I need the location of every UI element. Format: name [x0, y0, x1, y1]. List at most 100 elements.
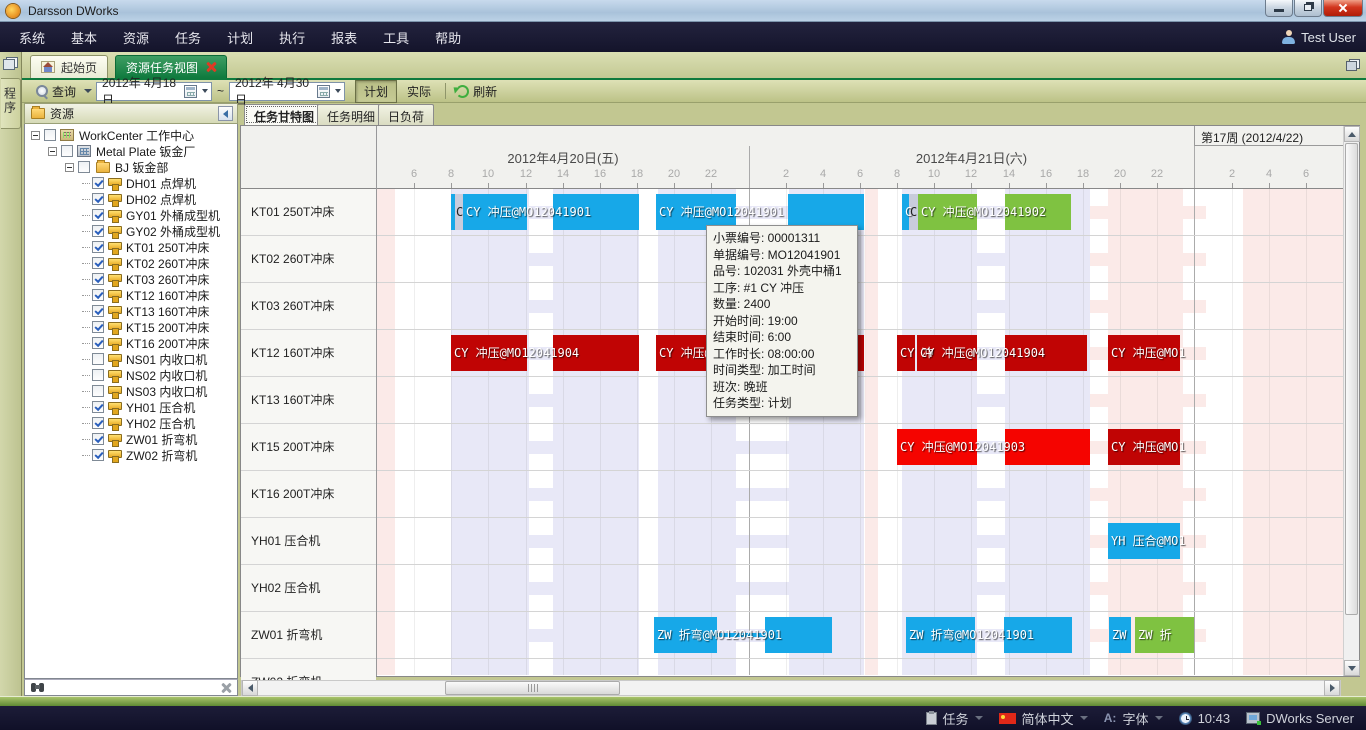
gantt-row-label[interactable]: KT03 260T冲床: [241, 283, 376, 330]
menu-item-计划[interactable]: 计划: [227, 30, 254, 46]
menu-item-工具[interactable]: 工具: [383, 30, 410, 46]
tree-item[interactable]: KT12 160T冲床: [25, 287, 237, 303]
tree-item[interactable]: NS01 内收口机: [25, 351, 237, 367]
gantt-bar[interactable]: [1005, 194, 1071, 230]
gantt-row-label[interactable]: KT12 160T冲床: [241, 330, 376, 377]
find-icon[interactable]: [31, 683, 46, 692]
tree-item[interactable]: KT01 250T冲床: [25, 239, 237, 255]
status-item-flag[interactable]: 简体中文: [998, 709, 1088, 728]
calendar-icon[interactable]: [317, 84, 331, 98]
menu-item-帮助[interactable]: 帮助: [435, 30, 462, 46]
checkbox[interactable]: [92, 321, 104, 333]
tree-item[interactable]: KT13 160T冲床: [25, 303, 237, 319]
gantt-row-label[interactable]: KT15 200T冲床: [241, 424, 376, 471]
checkbox[interactable]: [92, 177, 104, 189]
scroll-up-button[interactable]: [1344, 126, 1360, 142]
tree-item[interactable]: NS02 内收口机: [25, 367, 237, 383]
gantt-bar[interactable]: CY 冲压@MO12041904: [917, 335, 1045, 371]
gantt-bar[interactable]: CY 冲压@MO1: [1108, 335, 1186, 371]
menu-item-报表[interactable]: 报表: [331, 30, 358, 46]
checkbox[interactable]: [92, 273, 104, 285]
restore-button[interactable]: [1294, 0, 1322, 17]
checkbox[interactable]: [92, 449, 104, 461]
gantt-bar[interactable]: CY 冲: [897, 335, 934, 371]
gantt-bar[interactable]: [1004, 617, 1072, 653]
tab-task-gantt[interactable]: 任务甘特图: [244, 104, 325, 125]
gantt-bar[interactable]: CY 冲压@MO1: [1108, 429, 1186, 465]
tree-item[interactable]: DH01 点焊机: [25, 175, 237, 191]
checkbox[interactable]: [92, 193, 104, 205]
query-button[interactable]: 查询: [32, 81, 80, 102]
checkbox[interactable]: [92, 257, 104, 269]
user-box[interactable]: Test User: [1282, 22, 1356, 52]
refresh-button[interactable]: 刷新: [452, 81, 501, 102]
dropdown-caret-icon[interactable]: [974, 716, 983, 720]
tab-resource-task-view[interactable]: 资源任务视图: [115, 55, 228, 78]
gantt-bar[interactable]: [553, 335, 639, 371]
gantt-row-label[interactable]: KT02 260T冲床: [241, 236, 376, 283]
tab-daily-load[interactable]: 日负荷: [378, 104, 435, 125]
menu-item-系统[interactable]: 系统: [19, 30, 46, 46]
checkbox[interactable]: [92, 337, 104, 349]
close-button[interactable]: [1323, 0, 1363, 17]
gantt-row-label[interactable]: YH02 压合机: [241, 565, 376, 612]
vertical-scroll-thumb[interactable]: [1345, 143, 1358, 615]
gantt-bar[interactable]: CY 冲压@MO12041902: [918, 194, 1046, 230]
dropdown-caret-icon[interactable]: [1154, 716, 1163, 720]
gantt-bar[interactable]: [1005, 335, 1087, 371]
window-list-icon[interactable]: [1346, 59, 1360, 71]
checkbox[interactable]: [92, 353, 104, 365]
checkbox[interactable]: [92, 209, 104, 221]
tree-item[interactable]: ZW01 折弯机: [25, 431, 237, 447]
tab-task-detail[interactable]: 任务明细: [317, 104, 386, 125]
query-dropdown-icon[interactable]: [84, 89, 93, 93]
tree-item[interactable]: KT16 200T冲床: [25, 335, 237, 351]
tree-item[interactable]: GY02 外桶成型机: [25, 223, 237, 239]
gantt-bar[interactable]: [1005, 429, 1090, 465]
scroll-left-button[interactable]: [242, 680, 258, 696]
gantt-bar[interactable]: ZW 折: [1135, 617, 1194, 653]
date-to-dropdown-icon[interactable]: [335, 89, 342, 93]
tree-item[interactable]: KT03 260T冲床: [25, 271, 237, 287]
gantt-bar[interactable]: C: [902, 194, 912, 230]
checkbox[interactable]: [92, 225, 104, 237]
gantt-bar[interactable]: [717, 633, 765, 637]
menu-item-执行[interactable]: 执行: [279, 30, 306, 46]
plan-toggle-button[interactable]: 计划: [355, 79, 398, 103]
tree-item[interactable]: KT15 200T冲床: [25, 319, 237, 335]
menu-item-资源[interactable]: 资源: [123, 30, 150, 46]
checkbox[interactable]: [61, 145, 73, 157]
status-item-server[interactable]: DWorks Server: [1246, 711, 1354, 726]
tab-start-page[interactable]: 起始页: [30, 55, 109, 78]
gantt-bar[interactable]: [553, 194, 639, 230]
scroll-down-button[interactable]: [1344, 660, 1360, 676]
gantt-bar[interactable]: C: [909, 194, 918, 230]
vertical-scrollbar[interactable]: [1343, 126, 1360, 676]
tree-item[interactable]: WorkCenter 工作中心: [25, 127, 237, 143]
tree-item[interactable]: BJ 钣金部: [25, 159, 237, 175]
date-to-field[interactable]: 2012年 4月30日: [229, 76, 346, 107]
date-from-field[interactable]: 2012年 4月18日: [96, 76, 213, 107]
gantt-row-label[interactable]: KT01 250T冲床: [241, 189, 376, 236]
gantt-bar[interactable]: ZW: [1109, 617, 1131, 653]
gantt-bar[interactable]: CY 冲压@MO12041903: [897, 429, 1025, 465]
checkbox[interactable]: [92, 241, 104, 253]
status-item-clock[interactable]: 10:43: [1178, 711, 1230, 726]
gantt-row-label[interactable]: KT13 160T冲床: [241, 377, 376, 424]
expander-icon[interactable]: [65, 162, 74, 172]
menu-item-基本[interactable]: 基本: [71, 30, 98, 46]
expander-icon[interactable]: [48, 146, 57, 156]
checkbox[interactable]: [92, 369, 104, 381]
gantt-bar[interactable]: CY 冲压@MO12041901: [463, 194, 591, 230]
status-item-fontA[interactable]: A: 字体: [1104, 709, 1163, 728]
tree-item[interactable]: NS03 内收口机: [25, 383, 237, 399]
checkbox[interactable]: [92, 417, 104, 429]
gantt-bar[interactable]: [765, 617, 832, 653]
checkbox[interactable]: [92, 289, 104, 301]
side-tab-programs[interactable]: 程序: [0, 78, 21, 129]
gantt-bar[interactable]: YH 压合@MO1: [1108, 523, 1186, 559]
status-item-clipboard[interactable]: 任务: [925, 709, 983, 728]
gantt-bar[interactable]: CY 冲压@MO12041904: [451, 335, 579, 371]
scroll-right-button[interactable]: [1324, 680, 1340, 696]
gantt-row-label[interactable]: KT16 200T冲床: [241, 471, 376, 518]
